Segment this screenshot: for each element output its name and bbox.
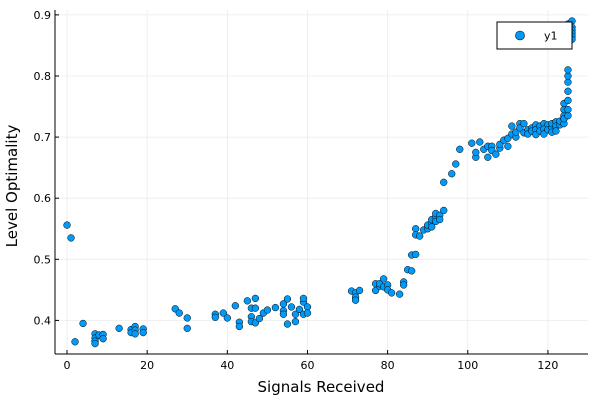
data-point (139, 328, 147, 337)
data-point (492, 150, 500, 158)
data-point (299, 294, 308, 303)
data-point (291, 317, 300, 326)
x-tick-label: 80 (381, 359, 395, 372)
data-point (564, 96, 572, 105)
data-point (468, 139, 476, 147)
data-point (183, 324, 191, 332)
axes (54, 10, 588, 355)
x-tick-label: 100 (457, 359, 478, 372)
data-point (484, 153, 492, 161)
x-tick-label: 120 (537, 359, 558, 372)
y-tick-label: 0.8 (34, 70, 52, 83)
data-point (428, 223, 436, 231)
data-point (287, 303, 296, 311)
data-point (387, 289, 396, 297)
x-tick-label: 20 (140, 359, 154, 372)
data-point (564, 105, 572, 114)
data-point (251, 294, 260, 303)
data-point (219, 309, 227, 317)
y-tick-label: 0.9 (34, 9, 52, 22)
legend-label: y1 (544, 30, 558, 43)
data-point (263, 306, 272, 314)
data-point (564, 66, 572, 74)
data-point (508, 122, 516, 130)
data-point (91, 339, 99, 348)
data-points (63, 17, 576, 348)
data-point (99, 335, 107, 343)
data-point (255, 314, 264, 323)
data-point (283, 320, 292, 328)
data-point (436, 215, 444, 224)
y-tick-label: 0.6 (34, 192, 52, 205)
data-point (175, 309, 183, 317)
data-point (412, 225, 420, 233)
data-point (504, 142, 512, 150)
data-point (408, 267, 416, 275)
data-point (271, 303, 280, 312)
data-point (251, 304, 260, 312)
data-point (412, 250, 420, 259)
data-point (63, 221, 71, 229)
data-point (303, 309, 312, 317)
y-tick-label: 0.4 (34, 314, 52, 327)
x-tick-label: 0 (64, 359, 71, 372)
data-point (520, 120, 528, 128)
data-point (552, 127, 560, 135)
data-point (283, 295, 292, 303)
data-point (472, 148, 480, 157)
data-point (235, 322, 244, 331)
x-tick-label: 40 (220, 359, 234, 372)
data-point (115, 324, 123, 332)
data-point (303, 303, 312, 311)
data-point (231, 302, 239, 310)
data-point (448, 170, 456, 178)
data-point (440, 206, 448, 215)
legend-box (496, 21, 573, 50)
data-point (183, 314, 191, 322)
data-point (79, 319, 87, 328)
data-point (243, 297, 252, 305)
data-point (351, 296, 360, 304)
y-tick-label: 0.5 (34, 253, 52, 266)
data-point (440, 178, 448, 186)
data-point (564, 87, 572, 95)
x-axis-label: Signals Received (258, 378, 385, 396)
data-point (564, 78, 572, 86)
data-point (400, 281, 408, 289)
grid-lines (55, 10, 588, 354)
data-point (476, 138, 484, 146)
data-point (131, 330, 139, 338)
data-point (416, 232, 424, 240)
data-point (223, 314, 231, 322)
x-tick-label: 60 (300, 359, 314, 372)
data-point (379, 275, 388, 283)
data-point (456, 145, 464, 153)
data-point (295, 305, 304, 314)
data-point (564, 112, 572, 120)
y-axis-label: Level Optimality (3, 125, 21, 248)
data-point (211, 313, 219, 321)
data-point (291, 310, 300, 318)
data-point (71, 338, 79, 346)
data-point (355, 286, 364, 295)
tick-labels: 0 20 40 60 80 100 120 0.4 0.5 0.6 0.7 0.8 0.9 (34, 9, 559, 372)
legend-marker (515, 30, 525, 41)
data-point (396, 290, 404, 298)
data-point (279, 310, 288, 318)
y-tick-label: 0.7 (34, 131, 52, 144)
data-point (564, 72, 572, 80)
data-point (452, 160, 460, 168)
data-point (67, 234, 75, 242)
legend: y1 (496, 21, 573, 50)
